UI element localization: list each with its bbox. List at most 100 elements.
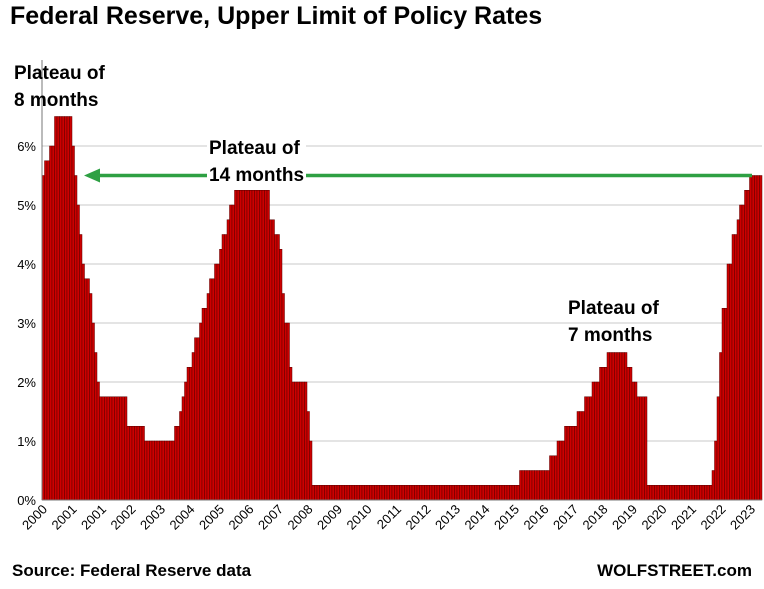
bar (381, 485, 385, 501)
bar (76, 204, 80, 501)
bar (469, 485, 473, 501)
bar (546, 470, 550, 501)
bar (636, 396, 640, 501)
bar (369, 485, 373, 501)
bar (204, 308, 208, 501)
x-tick-label: 2017 (550, 502, 581, 533)
bar (634, 381, 638, 501)
bar (276, 234, 280, 501)
bar (209, 278, 213, 501)
bar (676, 485, 680, 501)
bar (466, 485, 470, 501)
bar (586, 396, 590, 501)
bar (401, 485, 405, 501)
bar (591, 381, 595, 501)
bar (356, 485, 360, 501)
bar (244, 190, 248, 501)
bar (754, 175, 758, 501)
bar (391, 485, 395, 501)
bar (114, 396, 118, 501)
bar (61, 116, 65, 501)
bar (604, 367, 608, 501)
bar (256, 190, 260, 501)
x-tick-label: 2013 (432, 502, 463, 533)
bar (319, 485, 323, 501)
bar (614, 352, 618, 501)
bar (264, 190, 268, 501)
x-tick-label: 2008 (285, 502, 316, 533)
bar (504, 485, 508, 501)
bar (291, 381, 295, 501)
bar (624, 352, 628, 501)
bar (179, 411, 183, 501)
bar (394, 485, 398, 501)
bar (156, 440, 160, 501)
bar (174, 426, 178, 501)
bar (551, 455, 555, 501)
bar (566, 426, 570, 501)
bar (721, 308, 725, 501)
bar (214, 263, 218, 501)
y-tick-label: 0% (17, 493, 36, 508)
brand-note: WOLFSTREET.com (597, 561, 752, 580)
bar (269, 219, 273, 501)
bar (294, 381, 298, 501)
x-tick-label: 2001 (49, 502, 80, 533)
bar (531, 470, 535, 501)
bar (194, 337, 198, 501)
bar (341, 485, 345, 501)
bar (104, 396, 108, 501)
bar (509, 485, 513, 501)
y-axis-ticks: 0% 1% 2% 3% 4% 5% 6% (17, 139, 36, 508)
bar (186, 367, 190, 501)
annotation-line: 7 months (568, 325, 653, 346)
bar (364, 485, 368, 501)
bar (616, 352, 620, 501)
bar (549, 455, 553, 501)
bar (374, 485, 378, 501)
bar (659, 485, 663, 501)
bar (449, 485, 453, 501)
bar (219, 249, 223, 501)
bar (151, 440, 155, 501)
bar (314, 485, 318, 501)
bar (759, 175, 763, 501)
bar (749, 175, 753, 501)
bar (259, 190, 263, 501)
bar (654, 485, 658, 501)
bar (216, 263, 220, 501)
bar (451, 485, 455, 501)
bar (629, 367, 633, 501)
bar (644, 396, 648, 501)
bar (231, 204, 235, 501)
y-tick-label: 5% (17, 198, 36, 213)
bar (514, 485, 518, 501)
x-tick-label: 2005 (196, 502, 227, 533)
bar (651, 485, 655, 501)
y-tick-label: 2% (17, 375, 36, 390)
bar (54, 116, 58, 501)
bar (349, 485, 353, 501)
bar (146, 440, 150, 501)
bar (229, 204, 233, 501)
bar (164, 440, 168, 501)
bar (301, 381, 305, 501)
bar (119, 396, 123, 501)
bar (706, 485, 710, 501)
bar (344, 485, 348, 501)
bar (496, 485, 500, 501)
bar (386, 485, 390, 501)
bar (409, 485, 413, 501)
bar (539, 470, 543, 501)
bar (686, 485, 690, 501)
bar (584, 396, 588, 501)
x-tick-label: 2015 (491, 502, 522, 533)
bar (199, 322, 203, 501)
annotation-line: 8 months (14, 90, 99, 111)
x-tick-label: 2003 (137, 502, 168, 533)
bar (171, 440, 175, 501)
annotation-plateau-7: Plateau of 7 months (566, 295, 661, 349)
x-tick-label: 2016 (521, 502, 552, 533)
bar (354, 485, 358, 501)
bar (521, 470, 525, 501)
